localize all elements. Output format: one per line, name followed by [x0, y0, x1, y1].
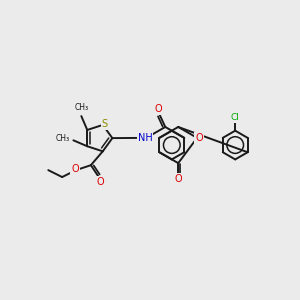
Text: S: S: [102, 119, 108, 129]
Text: O: O: [195, 133, 203, 143]
Text: NH: NH: [138, 133, 153, 143]
Text: CH₃: CH₃: [74, 103, 88, 112]
Text: O: O: [71, 164, 79, 174]
Text: CH₃: CH₃: [55, 134, 69, 143]
Text: O: O: [154, 104, 162, 114]
Text: O: O: [97, 177, 105, 187]
Text: O: O: [174, 174, 182, 184]
Text: Cl: Cl: [231, 113, 240, 122]
